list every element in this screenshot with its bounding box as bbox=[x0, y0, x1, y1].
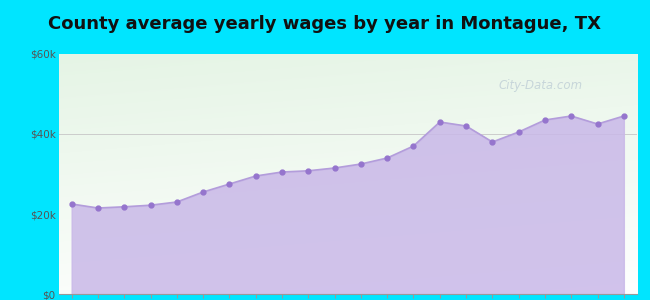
Text: County average yearly wages by year in Montague, TX: County average yearly wages by year in M… bbox=[49, 15, 601, 33]
Text: City-Data.com: City-Data.com bbox=[498, 79, 582, 92]
